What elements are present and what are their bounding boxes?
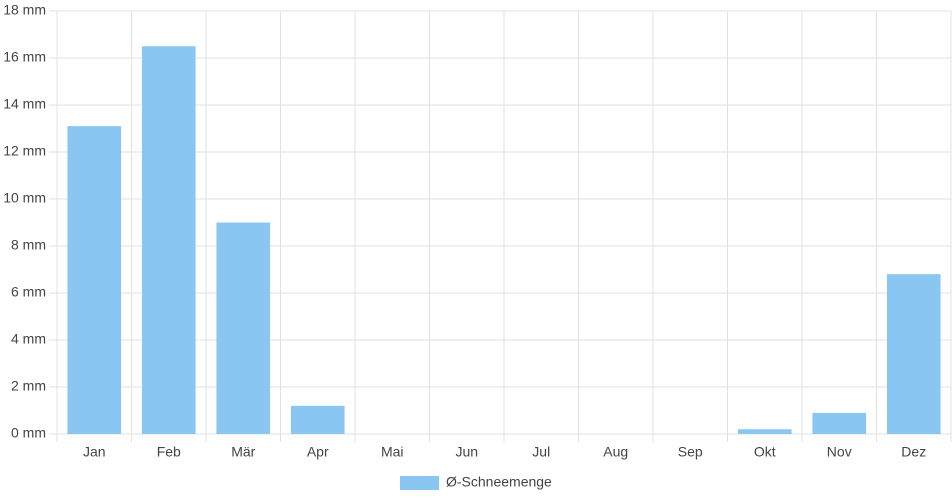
x-tick-label: Jan [83,444,106,460]
bar [812,412,867,434]
x-tick-label: Feb [157,444,181,460]
x-tick-label: Jul [532,444,550,460]
x-tick-label: Jun [455,444,478,460]
y-tick-label: 10 mm [3,190,46,206]
bar [141,46,196,434]
bar [886,274,941,434]
y-tick-label: 12 mm [3,143,46,159]
y-tick-label: 4 mm [11,331,46,347]
x-tick-label: Mär [231,444,255,460]
x-tick-label: Apr [307,444,329,460]
legend-label: Ø-Schneemenge [446,474,552,490]
x-tick-label: Aug [603,444,628,460]
x-tick-label: Mai [381,444,404,460]
y-tick-label: 0 mm [11,425,46,441]
x-tick-label: Sep [678,444,703,460]
bar [737,429,792,434]
bar [290,405,345,434]
x-tick-label: Nov [827,444,852,460]
y-tick-label: 2 mm [11,378,46,394]
bar [67,126,122,435]
y-tick-label: 6 mm [11,284,46,300]
y-tick-label: 14 mm [3,96,46,112]
legend-swatch [400,476,439,490]
y-tick-label: 16 mm [3,49,46,65]
y-tick-label: 18 mm [3,2,46,18]
bar [216,222,271,434]
y-tick-label: 8 mm [11,237,46,253]
x-tick-label: Dez [901,444,926,460]
x-tick-label: Okt [754,444,776,460]
